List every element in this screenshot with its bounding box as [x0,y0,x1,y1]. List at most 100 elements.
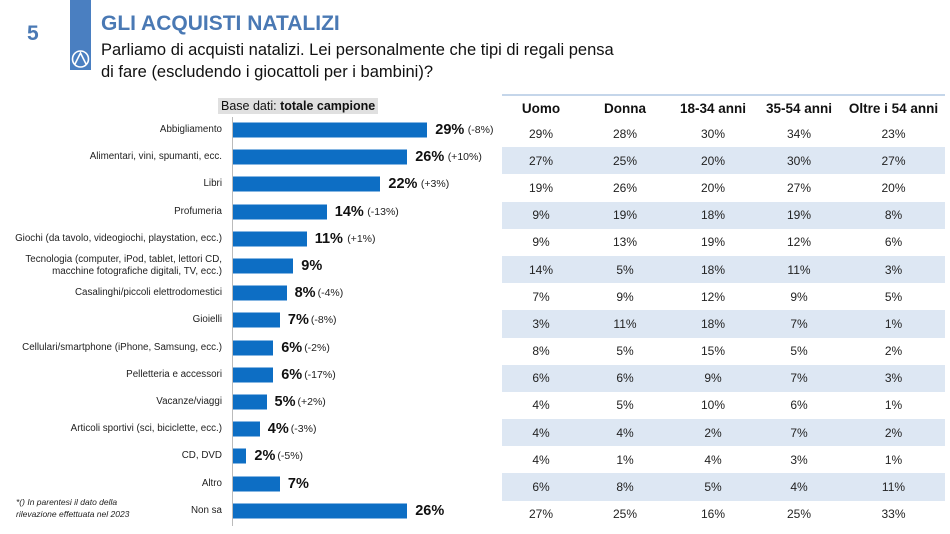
table-row: 4% 5% 10% 6% 1% [502,392,945,419]
change-label: (+10%) [447,151,482,164]
table-row: 9% 19% 18% 19% 8% [502,201,945,229]
table-row: 7% 9% 12% 9% 5% [502,283,945,310]
bar [233,476,280,492]
category-label: Giochi (da tavolo, videogiochi, playstat… [15,232,222,244]
value-label: 2% [254,448,276,465]
category-label: Tecnologia (computer, iPod, tablet, lett… [25,254,222,277]
table-cell: 4% [532,452,550,467]
table-cell: 5% [790,344,808,359]
table-cell: 7% [790,371,808,386]
table-cell: 4% [704,452,722,467]
table-cell: 3% [790,452,808,467]
bar [233,394,267,410]
table-row: 6% 8% 5% 4% 11% [502,473,945,501]
value-label: 26% [415,149,445,166]
change-label: (-17%) [304,368,336,381]
table-cell: 9% [532,235,550,250]
category-label: Non sa [190,504,222,516]
bar [233,448,247,464]
table-cell: 34% [786,126,812,141]
table-cell: 4% [532,398,550,413]
category-label: CD, DVD [181,450,222,462]
bar [233,285,287,301]
column-header: Oltre i 54 anni [848,100,939,116]
bar [233,367,274,383]
category-label: Alimentari, vini, spumanti, ecc. [89,151,222,163]
value-label: 8% [294,285,316,302]
table-cell: 20% [700,180,726,195]
table-cell: 25% [612,153,638,168]
column-header: Uomo [521,100,561,116]
table-cell: 6% [616,371,634,386]
bar [233,312,280,328]
slide-number: 5 [27,22,39,45]
table-cell: 18% [700,262,726,277]
table-cell: 10% [700,398,726,413]
table-cell: 28% [612,126,638,141]
table-cell: 4% [616,425,634,440]
table-cell: 5% [616,344,634,359]
value-label: 7% [287,475,309,492]
base-label: Base dati: totale campione [218,98,379,114]
bar [233,231,307,247]
value-label: 11% [314,230,343,247]
table-cell: 25% [612,507,638,522]
table-cell: 33% [881,507,906,522]
category-label: Profumeria [174,205,222,217]
bar [233,421,260,437]
bar [233,503,408,519]
change-label: (+2%) [297,396,326,408]
column-header: 35-54 anni [765,100,833,116]
table-row: 27% 25% 16% 25% 33% [502,501,945,528]
table-row: 8% 5% 15% 5% 2% [502,338,945,365]
table-row: 29% 28% 30% 34% 23% [502,120,945,147]
table-cell: 27% [528,153,554,168]
table-cell: 1% [884,452,903,467]
change-label: (-8%) [310,314,337,327]
table-cell: 27% [881,153,906,168]
table-cell: 11% [613,316,637,331]
table-cell: 2% [884,425,903,440]
column-header: Donna [604,100,646,116]
value-label: 26% [415,502,445,519]
footnote: *() In parentesi il dato della rilevazio… [16,497,130,519]
table-cell: 6% [532,480,550,495]
category-label: Casalinghi/piccoli elettrodomestici [74,287,222,299]
table-cell: 20% [700,153,726,168]
table-cell: 15% [700,344,726,359]
table-cell: 7% [790,425,808,440]
breakdown-table: Uomo Donna 18-34 anni 35-54 anni Oltre i 54 … [502,94,945,528]
table-row: 4% 4% 2% 7% 2% [502,419,945,447]
table-row: 6% 6% 9% 7% 3% [502,364,945,392]
column-header: 18-34 anni [679,100,747,116]
table-row: 9% 13% 19% 12% 6% [502,229,945,256]
base-label-value: totale campione [280,99,376,113]
bar [233,122,428,138]
table-cell: 8% [532,344,550,359]
table-row: 19% 26% 20% 27% 20% [502,174,945,201]
table-cell: 5% [616,398,634,413]
table-cell: 7% [790,316,808,331]
table-row: 4% 1% 4% 3% 1% [502,446,945,473]
table-cell: 7% [532,289,550,304]
table-cell: 12% [786,235,812,250]
table-cell: 8% [616,480,634,495]
table-cell: 19% [528,180,554,195]
table-cell: 3% [884,262,903,277]
question-text: Parliamo di acquisti natalizi. Lei perso… [101,41,614,81]
table-row: 3% 11% 18% 7% 1% [502,310,945,338]
value-label: 14% [334,203,364,220]
table-cell: 6% [884,235,903,250]
table-cell: 13% [612,235,638,250]
value-label: 5% [274,394,296,410]
table-row: 27% 25% 20% 30% 27% [502,147,945,175]
table-row: 14% 5% 18% 11% 3% [502,255,945,284]
table-cell: 8% [884,208,903,223]
table-cell: 1% [884,316,903,331]
table-cell: 9% [616,289,634,304]
bar [233,204,327,220]
change-label: (+1%) [347,232,376,245]
table-cell: 19% [700,235,726,250]
category-label: Vacanze/viaggi [156,396,222,407]
